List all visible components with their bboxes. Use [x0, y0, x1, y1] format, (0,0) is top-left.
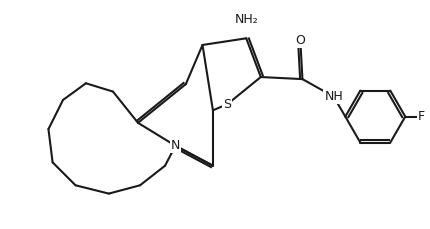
Text: O: O	[295, 34, 305, 47]
Text: NH₂: NH₂	[234, 13, 258, 26]
Text: NH: NH	[324, 90, 343, 103]
Text: F: F	[418, 110, 425, 123]
Text: N: N	[171, 139, 180, 152]
Text: S: S	[224, 98, 231, 111]
